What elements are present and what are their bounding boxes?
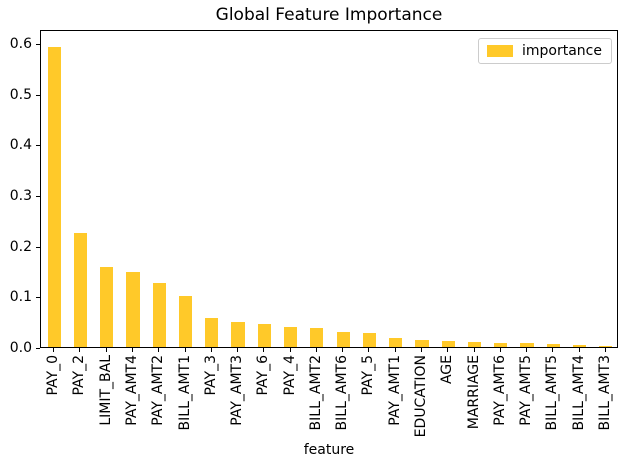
y-tick-label: 0.5 xyxy=(9,86,32,103)
x-tick-mark xyxy=(420,348,422,352)
x-tick-mark xyxy=(79,348,81,352)
bar-marriage xyxy=(467,342,482,347)
bar-pay_amt5 xyxy=(520,343,534,347)
x-tick-mark xyxy=(368,348,370,352)
x-tick-label-bill_amt5: BILL_AMT5 xyxy=(544,355,561,431)
bar-limit_bal xyxy=(100,267,114,347)
x-tick-label-pay_amt4: PAY_AMT4 xyxy=(123,355,140,426)
bar-pay_6 xyxy=(257,324,271,347)
x-tick-mark xyxy=(604,348,606,352)
x-tick-label-pay_amt1: PAY_AMT1 xyxy=(386,355,403,426)
x-tick-mark xyxy=(289,348,291,352)
y-tick-label: 0.6 xyxy=(9,36,32,53)
x-tick-mark xyxy=(53,348,55,352)
x-tick-mark xyxy=(315,348,317,352)
legend: importance xyxy=(478,38,612,64)
y-tick-mark xyxy=(36,246,40,248)
y-tick-mark xyxy=(36,44,40,46)
legend-label: importance xyxy=(522,43,602,59)
y-tick-label: 0.4 xyxy=(9,137,32,154)
chart-title: Global Feature Importance xyxy=(215,5,443,25)
x-tick-mark xyxy=(210,348,212,352)
y-tick-label: 0.2 xyxy=(9,238,32,255)
x-tick-mark xyxy=(499,348,501,352)
x-tick-label-pay_3: PAY_3 xyxy=(202,355,219,396)
x-tick-label-pay_5: PAY_5 xyxy=(360,355,377,396)
x-tick-mark xyxy=(105,348,107,352)
bar-pay_3 xyxy=(205,318,219,347)
bar-age xyxy=(441,341,455,347)
x-tick-label-education: EDUCATION xyxy=(412,355,429,438)
x-axis-label: feature xyxy=(303,442,355,458)
bar-bill_amt1 xyxy=(178,296,193,347)
bar-bill_amt5 xyxy=(546,343,560,347)
y-tick-mark xyxy=(36,145,40,147)
x-tick-label-limit_bal: LIMIT_BAL xyxy=(97,355,114,426)
x-tick-mark xyxy=(447,348,449,352)
x-tick-mark xyxy=(342,348,344,352)
x-tick-label-pay_4: PAY_4 xyxy=(281,355,298,396)
bar-pay_5 xyxy=(362,332,376,347)
bar-pay_amt2 xyxy=(152,283,166,347)
x-tick-mark xyxy=(263,348,265,352)
bar-education xyxy=(415,340,429,347)
bar-pay_0 xyxy=(47,46,61,347)
x-tick-mark xyxy=(158,348,160,352)
x-tick-label-pay_2: PAY_2 xyxy=(71,355,88,396)
y-tick-label: 0.1 xyxy=(9,289,32,306)
x-tick-label-pay_amt6: PAY_AMT6 xyxy=(491,355,508,426)
bar-bill_amt3 xyxy=(599,346,613,347)
x-tick-label-marriage: MARRIAGE xyxy=(465,355,482,430)
y-tick-mark xyxy=(36,348,40,349)
x-tick-label-age: AGE xyxy=(439,355,456,385)
y-tick-mark xyxy=(36,196,40,198)
bar-pay_2 xyxy=(73,233,87,347)
bar-bill_amt4 xyxy=(573,345,587,347)
y-tick-label: 0.0 xyxy=(9,340,32,356)
x-tick-label-bill_amt6: BILL_AMT6 xyxy=(334,355,351,431)
x-tick-label-pay_amt3: PAY_AMT3 xyxy=(229,355,246,426)
x-tick-label-pay_amt2: PAY_AMT2 xyxy=(150,355,167,426)
x-tick-mark xyxy=(184,348,186,352)
bar-pay_amt4 xyxy=(126,272,140,347)
x-tick-mark xyxy=(394,348,396,352)
x-tick-label-pay_amt5: PAY_AMT5 xyxy=(518,355,535,426)
x-tick-mark xyxy=(237,348,239,352)
y-tick-mark xyxy=(36,297,40,299)
bar-bill_amt6 xyxy=(336,331,350,347)
bar-pay_4 xyxy=(284,326,298,347)
x-tick-label-pay_0: PAY_0 xyxy=(45,355,62,396)
x-tick-mark xyxy=(526,348,528,352)
y-tick-mark xyxy=(36,94,40,96)
x-tick-mark xyxy=(473,348,475,352)
x-tick-mark xyxy=(578,348,580,352)
bar-pay_amt3 xyxy=(231,321,245,347)
x-tick-label-bill_amt1: BILL_AMT1 xyxy=(176,355,193,431)
x-tick-label-bill_amt4: BILL_AMT4 xyxy=(570,355,587,431)
x-tick-label-bill_amt3: BILL_AMT3 xyxy=(596,355,613,431)
x-tick-label-pay_6: PAY_6 xyxy=(255,355,272,396)
x-tick-label-bill_amt2: BILL_AMT2 xyxy=(307,355,324,431)
x-tick-mark xyxy=(131,348,133,352)
plot-area: importance xyxy=(40,30,618,348)
y-tick-label: 0.3 xyxy=(9,188,32,205)
bar-pay_amt1 xyxy=(389,338,403,347)
bar-bill_amt2 xyxy=(310,327,324,347)
bar-pay_amt6 xyxy=(494,342,508,347)
x-tick-mark xyxy=(552,348,554,352)
legend-swatch-icon xyxy=(487,45,513,57)
